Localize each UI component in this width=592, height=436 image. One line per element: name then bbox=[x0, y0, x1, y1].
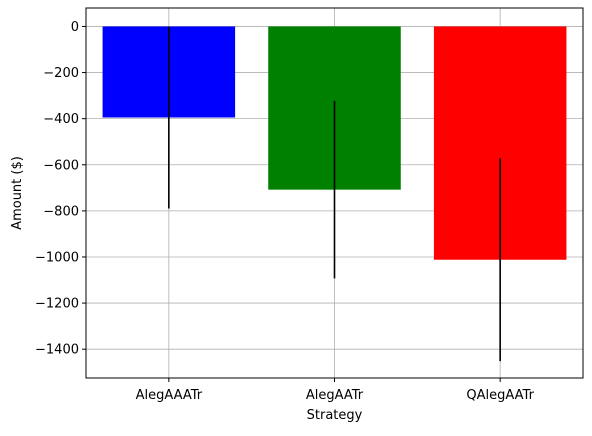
y-tick-label: −600 bbox=[43, 158, 79, 173]
x-axis-ticks: AlegAAATr AlegAATr QAlegAATr bbox=[136, 378, 535, 403]
y-tick-label: 0 bbox=[71, 20, 79, 35]
y-tick-label: −1000 bbox=[35, 250, 79, 265]
x-tick-label: AlegAAATr bbox=[136, 388, 203, 403]
y-tick-label: −1400 bbox=[35, 343, 79, 358]
y-tick-label: −1200 bbox=[35, 297, 79, 312]
y-tick-label: −800 bbox=[43, 204, 79, 219]
y-tick-label: −400 bbox=[43, 112, 79, 127]
y-axis-ticks: 0 −200 −400 −600 −800 −1000 −1200 −1400 bbox=[35, 20, 86, 358]
x-axis-label: Strategy bbox=[307, 408, 363, 423]
x-tick-label: AlegAATr bbox=[306, 388, 364, 403]
y-tick-label: −200 bbox=[43, 66, 79, 81]
x-tick-label: QAlegAATr bbox=[466, 388, 534, 403]
error-bars bbox=[168, 26, 501, 362]
y-axis-label: Amount ($) bbox=[10, 156, 25, 230]
